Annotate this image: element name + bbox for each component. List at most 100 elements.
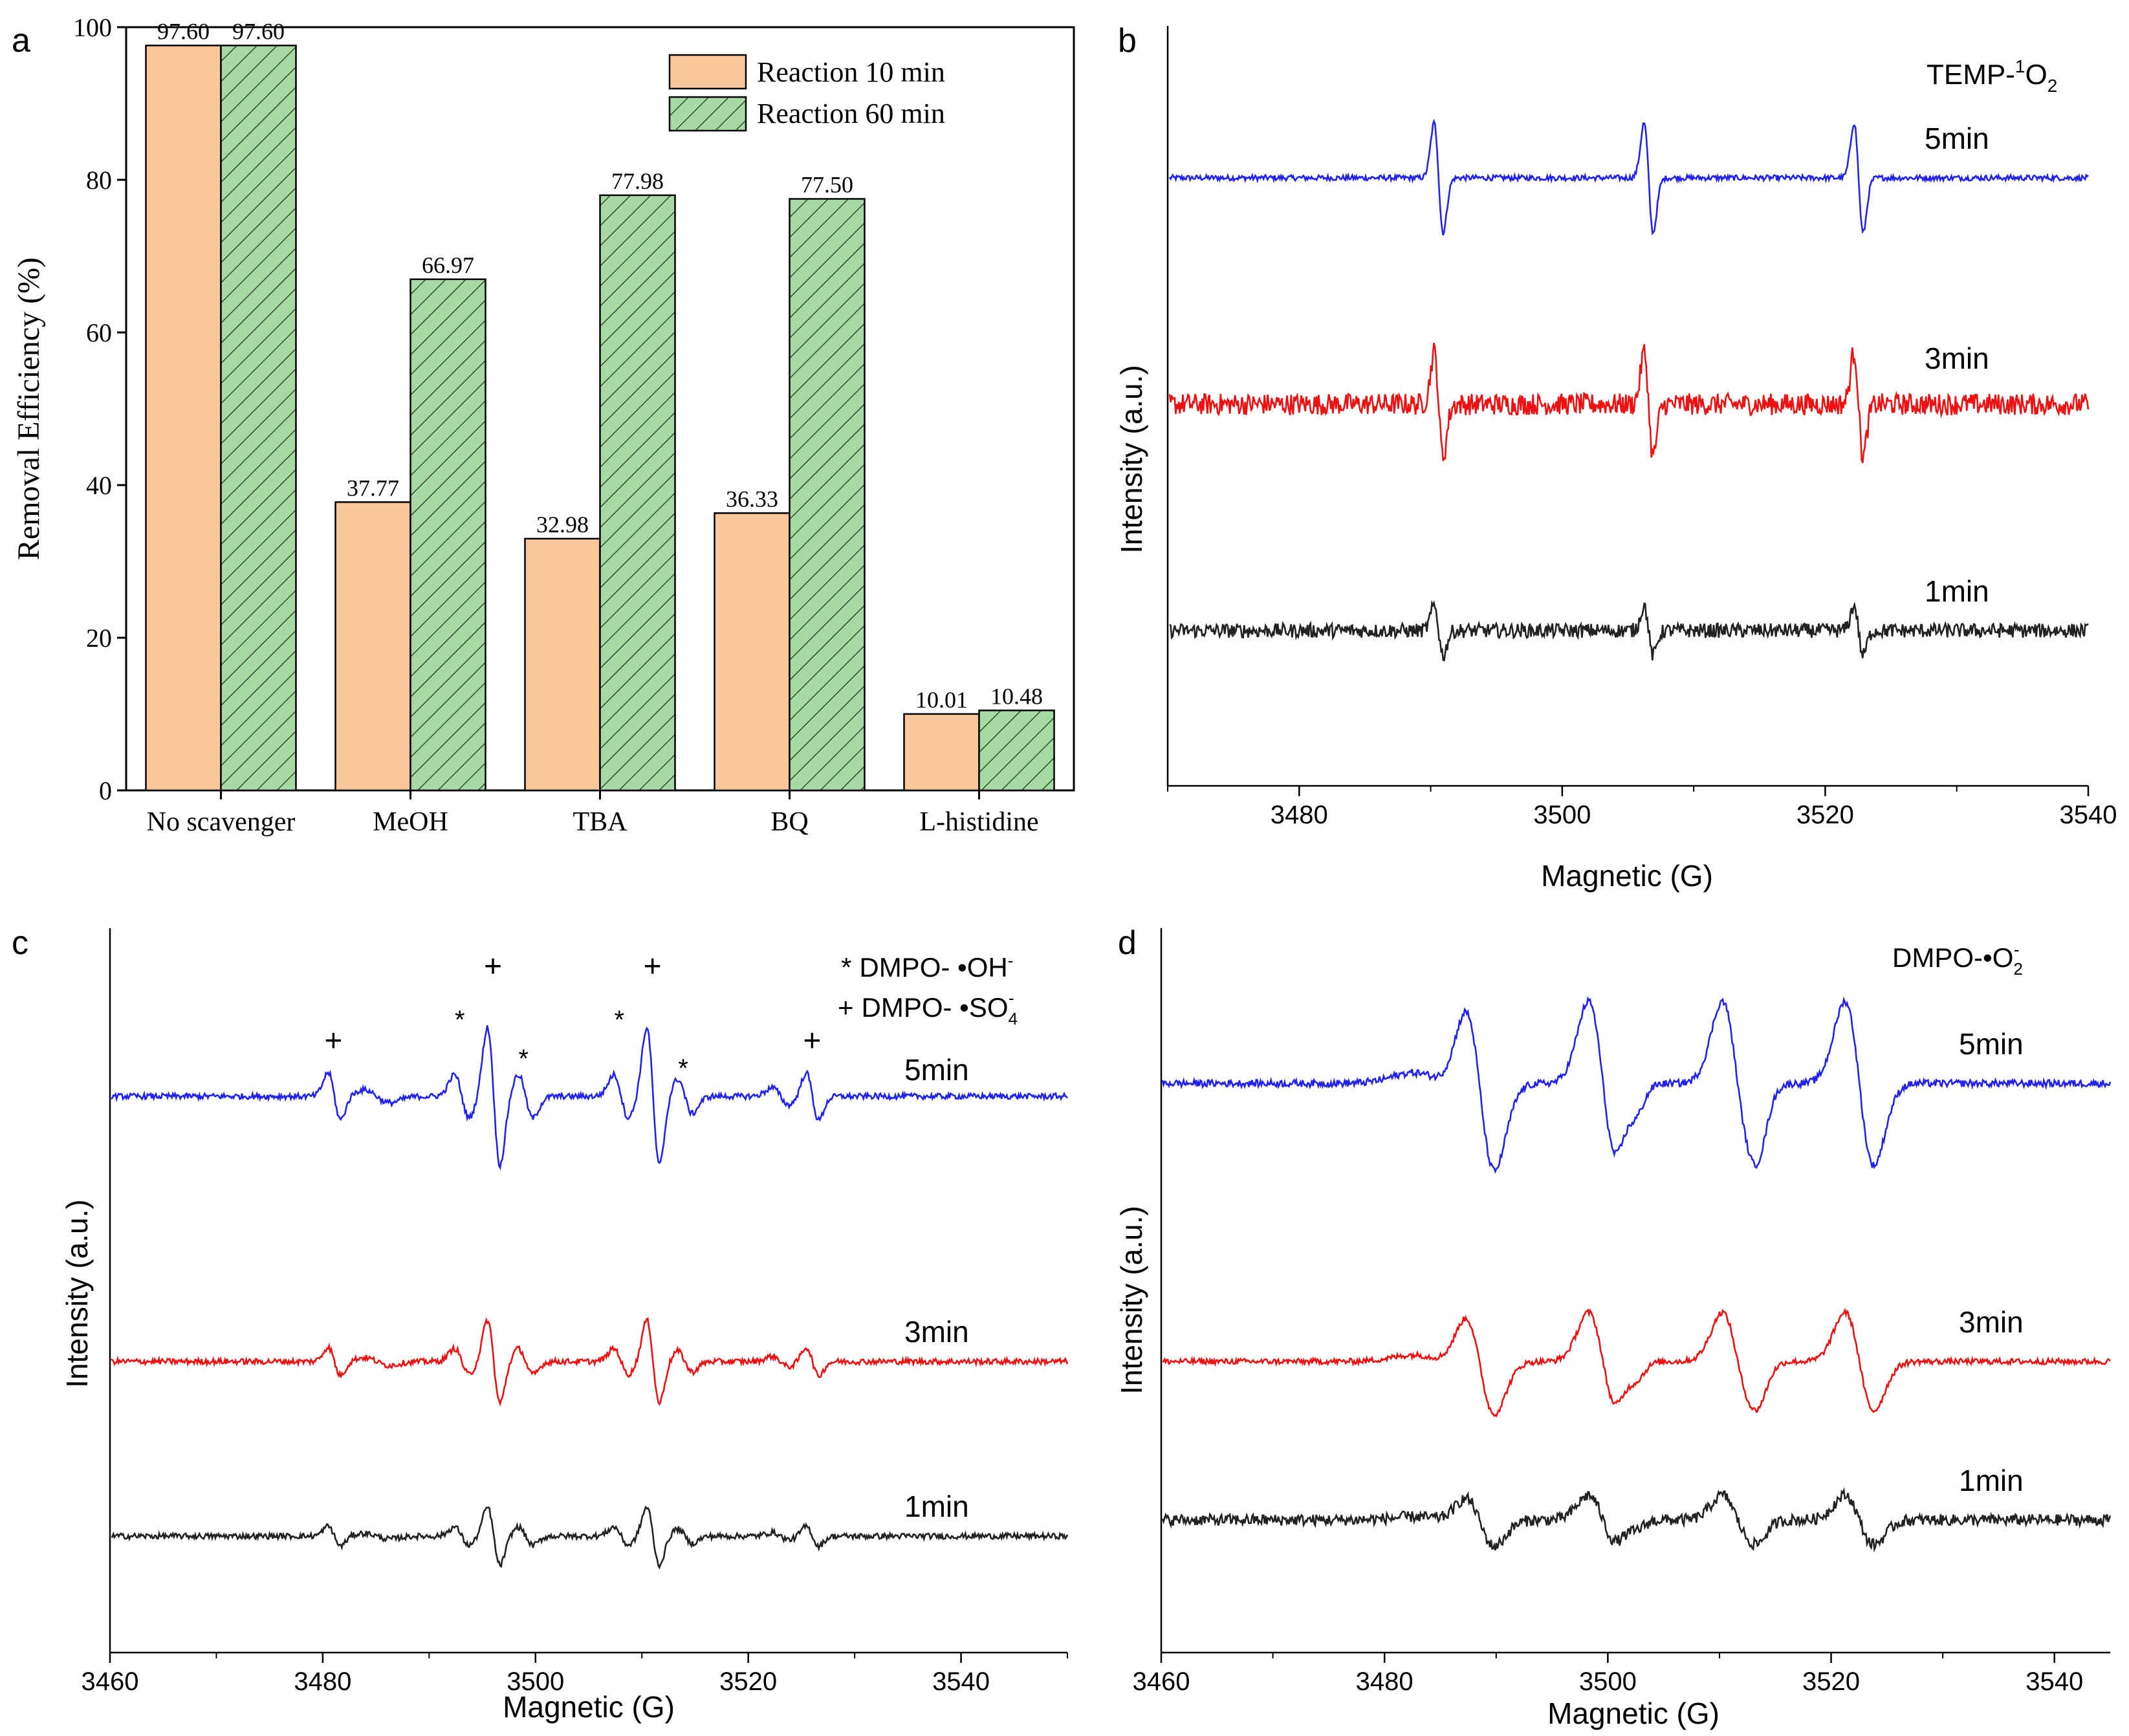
x-tick-label: 3520 [1802,1667,1860,1696]
panel-b-series-labels: 5min 3min 1min [1925,122,1989,608]
panel-letter-c: c [12,924,28,962]
panel-d-x-ticks: 3460 3480 3500 3520 3540 [1133,1653,2083,1696]
panel-c-peak-markers: + + + + * * * * [324,949,821,1083]
y-tick-label: 20 [86,624,112,653]
trace-3min [111,1317,1069,1407]
bar-reaction-10-min [903,713,980,792]
trace-3min [1162,1307,2112,1418]
panel-c-x-axis-label: Magnetic (G) [503,1690,675,1724]
bar-value-label: 77.50 [801,172,853,198]
bar-reaction-60-min [599,194,676,792]
legend-swatch-10min [668,54,747,90]
bar-value-label: 10.48 [990,683,1043,709]
star-marker: * [615,1006,625,1034]
panel-a-y-ticks: 0 20 40 60 80 100 [73,13,126,805]
panel-letter-a: a [12,22,30,60]
bar-reaction-10-min [524,537,601,792]
x-tick-label: 3460 [1133,1667,1190,1696]
x-tick-label: 3520 [1796,801,1854,829]
trace-1min [1169,600,2089,662]
star-marker: * [519,1045,529,1073]
x-tick-label: 3540 [2060,801,2117,829]
y-tick-label: 100 [73,13,112,42]
panel-a-legend: Reaction 10 min Reaction 60 min [668,54,945,132]
series-label-3min: 3min [1959,1305,2024,1339]
panel-c-y-axis-label: Intensity (a.u.) [60,1199,94,1387]
y-tick-label: 40 [86,471,112,500]
star-marker: * [678,1054,688,1083]
x-tick-label: MeOH [373,807,448,837]
bar-value-label: 97.60 [232,18,285,44]
bar-value-label: 10.01 [915,687,968,713]
x-tick-label: 3480 [1356,1667,1414,1696]
x-tick-label: No scavenger [147,807,296,837]
y-tick-label: 80 [86,166,112,195]
trace-5min [1168,118,2089,235]
series-label-1min: 1min [904,1490,969,1523]
bar-reaction-10-min [334,501,411,792]
x-tick-label: 3460 [82,1667,139,1696]
x-tick-label: 3500 [1579,1667,1637,1696]
panel-d-epr-spectrum: 3460 3480 3500 3520 3540 5min 3min 1min Magnet… [1115,928,2112,1730]
star-marker: * [455,1006,465,1034]
trace-1min [1161,1487,2112,1553]
panel-d-y-axis-label: Intensity (a.u.) [1115,1206,1148,1394]
x-tick-label: 3500 [1533,801,1591,829]
panel-c-legend-so4: + DMPO- •SO4- [838,988,1018,1028]
bar-value-label: 97.60 [157,18,210,44]
x-tick-label: 3540 [2025,1667,2083,1696]
panel-c-x-ticks: 3460 3480 3500 3520 3540 [82,1653,1068,1696]
legend-label-60min: Reaction 60 min [757,98,945,129]
panel-c-traces [110,1025,1069,1570]
panel-letter-b: b [1118,22,1137,60]
bar-reaction-60-min [220,45,297,792]
panel-d-series-labels: 5min 3min 1min [1959,1027,2024,1497]
bar-reaction-60-min [978,710,1055,792]
bar-value-label: 37.77 [347,475,399,501]
bar-value-label: 66.97 [422,252,474,278]
x-tick-label: 3480 [294,1667,351,1696]
plus-marker: + [803,1024,821,1058]
panel-d-x-axis-label: Magnetic (G) [1547,1697,1720,1730]
bar-reaction-60-min [789,198,866,792]
panel-b-epr-spectrum: 3480 3500 3520 3540 5min 3min 1min Magnetic (… [1115,26,2117,893]
panel-a-bars: 97.60 97.60 37.77 66.97 32.98 77.98 36.33 77.50… [145,18,1055,792]
panel-d-species-label: DMPO-•O2- [1892,940,2023,979]
panel-c-legend-oh: * DMPO- •OH- [841,951,1013,982]
panel-b-species-label: TEMP-1O2 [1927,56,2057,96]
panel-b-x-ticks: 3480 3500 3520 3540 [1167,786,2117,829]
plus-marker: + [644,949,662,984]
series-label-5min: 5min [1959,1027,2024,1061]
bar-reaction-10-min [714,512,791,792]
trace-5min [110,1025,1069,1171]
panel-a-bar-chart: 97.60 97.60 37.77 66.97 32.98 77.98 36.33 77.50… [12,13,1075,837]
bar-reaction-10-min [145,45,222,792]
trace-3min [1168,343,2090,464]
panel-a-x-ticks: No scavenger MeOH TBA BQ L-histidine [147,790,1039,837]
series-label-5min: 5min [904,1053,969,1087]
panel-b-y-axis-label: Intensity (a.u.) [1115,365,1148,553]
x-tick-label: 3500 [507,1667,564,1696]
series-label-5min: 5min [1925,122,1989,155]
x-tick-label: 3480 [1271,801,1328,829]
x-tick-label: BQ [770,807,808,837]
x-tick-label: L-histidine [919,807,1038,837]
bar-value-label: 77.98 [611,168,664,194]
plus-marker: + [484,949,502,984]
plus-marker: + [324,1024,342,1058]
series-label-3min: 3min [1925,342,1989,375]
legend-swatch-60min [668,96,747,132]
panel-c-series-labels: 5min 3min 1min [904,1053,969,1523]
trace-1min [111,1505,1069,1570]
x-tick-label: TBA [573,807,628,837]
legend-label-10min: Reaction 10 min [757,56,945,88]
series-label-3min: 3min [904,1315,969,1349]
series-label-1min: 1min [1959,1464,2024,1497]
panel-a-y-axis-label: Removal Efficiency (%) [12,257,46,560]
bar-reaction-60-min [409,278,486,792]
panel-c-epr-spectrum: 3460 3480 3500 3520 3540 + + + + * * * * 5min 3min 1m… [60,928,1069,1724]
x-tick-label: 3540 [932,1667,990,1696]
series-label-1min: 1min [1925,574,1989,608]
trace-5min [1161,995,2112,1174]
